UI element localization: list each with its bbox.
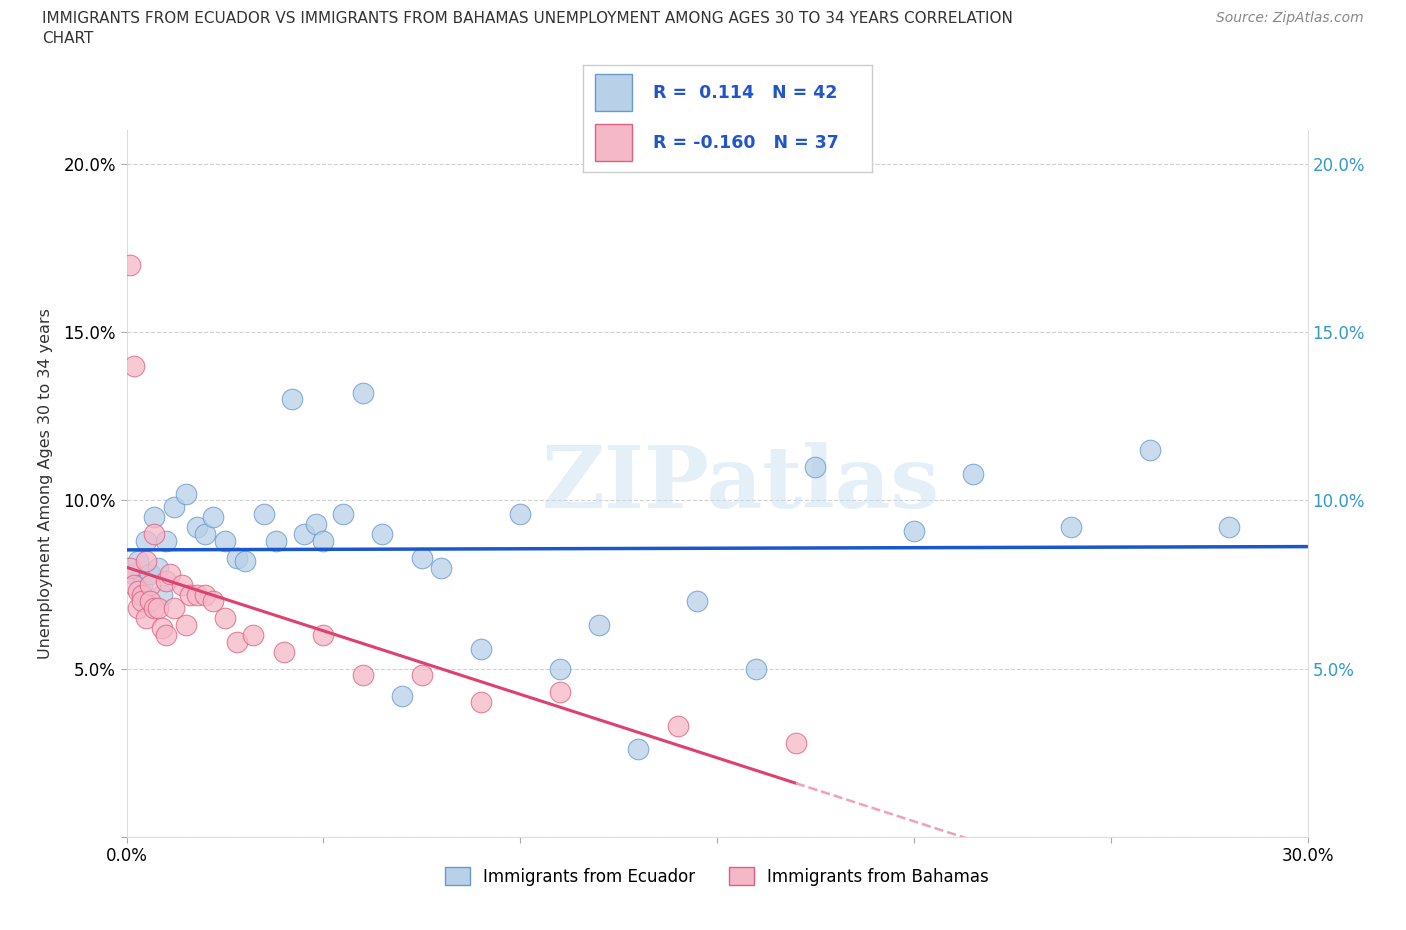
Point (214, 534, 236, 549)
Text: R =  0.114   N = 42: R = 0.114 N = 42 (652, 84, 837, 102)
Point (150, 621, 173, 636)
Point (264, 534, 287, 549)
Point (139, 567, 162, 582)
Point (352, 385, 374, 400)
Point (253, 507, 276, 522)
Point (470, 695, 492, 710)
Point (411, 551, 433, 565)
Point (273, 644, 295, 659)
Text: CHART: CHART (42, 31, 94, 46)
Point (150, 587, 173, 602)
Point (225, 634, 247, 649)
Point (131, 594, 153, 609)
Point (194, 587, 217, 602)
Point (1218, 520, 1240, 535)
Point (430, 560, 453, 575)
Point (242, 628, 264, 643)
Point (159, 567, 181, 582)
Point (745, 661, 768, 676)
Text: ZIPatlas: ZIPatlas (541, 442, 939, 525)
Point (155, 534, 177, 549)
Point (131, 587, 153, 602)
Point (352, 668, 374, 683)
Point (124, 567, 146, 582)
Text: Source: ZipAtlas.com: Source: ZipAtlas.com (1216, 11, 1364, 25)
Point (588, 618, 610, 632)
Point (292, 526, 315, 541)
Point (371, 526, 394, 541)
Point (135, 553, 157, 568)
Point (186, 520, 208, 535)
Point (470, 641, 492, 656)
Point (225, 551, 247, 565)
Point (143, 510, 166, 525)
Point (548, 684, 571, 699)
Point (155, 628, 177, 643)
Text: R = -0.160   N = 37: R = -0.160 N = 37 (652, 134, 838, 153)
Point (146, 560, 169, 575)
Point (146, 601, 169, 616)
Point (120, 560, 142, 575)
Point (131, 578, 153, 592)
Point (627, 742, 650, 757)
Point (666, 719, 689, 734)
Point (194, 526, 217, 541)
Point (135, 611, 157, 626)
FancyBboxPatch shape (595, 124, 633, 162)
Point (214, 611, 236, 626)
Point (391, 688, 413, 703)
Point (509, 507, 531, 522)
Point (962, 466, 984, 481)
Point (163, 499, 186, 514)
Point (903, 524, 925, 538)
Point (127, 584, 149, 599)
Point (135, 534, 157, 549)
Point (174, 618, 197, 632)
Point (785, 736, 807, 751)
Point (312, 534, 335, 549)
Point (155, 574, 177, 589)
Point (127, 553, 149, 568)
Point (139, 578, 162, 592)
Point (281, 392, 304, 407)
Point (143, 526, 166, 541)
FancyBboxPatch shape (595, 73, 633, 111)
Point (124, 358, 146, 373)
Point (304, 516, 326, 531)
Legend: Immigrants from Ecuador, Immigrants from Bahamas: Immigrants from Ecuador, Immigrants from… (439, 861, 995, 892)
Point (139, 594, 162, 609)
Point (332, 507, 354, 522)
Point (124, 578, 146, 592)
Point (1139, 443, 1161, 458)
Point (163, 601, 186, 616)
Y-axis label: Unemployment Among Ages 30 to 34 years: Unemployment Among Ages 30 to 34 years (38, 308, 52, 659)
Text: IMMIGRANTS FROM ECUADOR VS IMMIGRANTS FROM BAHAMAS UNEMPLOYMENT AMONG AGES 30 TO: IMMIGRANTS FROM ECUADOR VS IMMIGRANTS FR… (42, 11, 1014, 26)
Point (186, 587, 208, 602)
Point (179, 587, 201, 602)
Point (1060, 520, 1083, 535)
Point (233, 553, 256, 568)
Point (120, 258, 142, 272)
Point (548, 661, 571, 676)
Point (127, 601, 149, 616)
Point (312, 628, 335, 643)
Point (411, 668, 433, 683)
Point (804, 459, 827, 474)
Point (170, 578, 193, 592)
Point (202, 594, 225, 609)
Point (202, 510, 225, 525)
Point (686, 594, 709, 609)
Point (174, 486, 197, 501)
Point (143, 601, 166, 616)
